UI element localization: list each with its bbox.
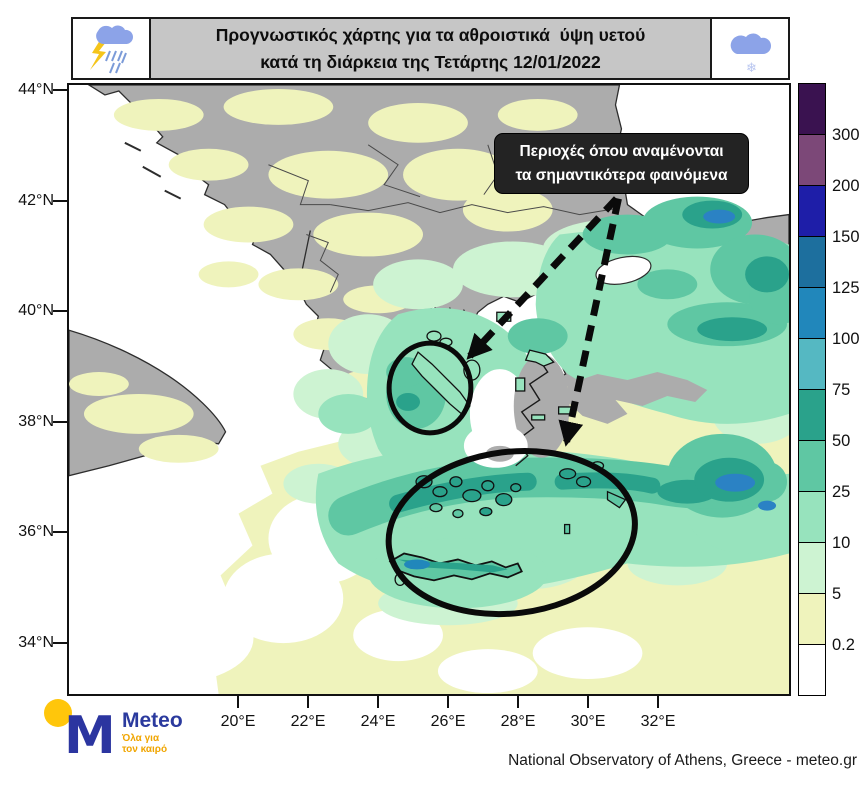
precip-yellow-patches [69,88,578,534]
lon-tick [447,695,449,708]
lon-tick [307,695,309,708]
legend-cell [798,236,826,288]
annotation-line-1: Περιοχές όπου αναμένονται [519,143,724,161]
logo-tagline-1: Όλα για [121,733,160,744]
lon-label-32e: 32°E [640,713,676,730]
legend-cell [798,338,826,390]
lon-label-24e: 24°E [360,713,396,730]
dashed-arrow-to-south-aegean [558,197,622,447]
legend-label-150: 150 [832,228,860,246]
storm-cloud-lightning-rain-icon [73,19,151,78]
legend-label-5: 5 [832,585,842,603]
precip-blue [703,209,777,511]
legend-cell [798,287,826,339]
crete [388,552,523,582]
lon-label-22e: 22°E [290,713,326,730]
lat-tick [53,89,68,91]
lat-label-42n: 42°N [18,192,54,209]
legend-label-02: 0.2 [832,636,855,654]
legend-cell [798,185,826,237]
meteo-logo: M Meteo Όλα για τον καιρό [36,696,206,766]
lon-label-28e: 28°E [500,713,536,730]
legend-label-75: 75 [832,381,851,399]
title-bar: Προγνωστικός χάρτης για τα αθροιστικά ύψ… [71,17,790,80]
logo-sun-circle [44,699,72,727]
credit-text: National Observatory of Athens, Greece -… [508,752,857,769]
legend-label-100: 100 [832,330,860,348]
map-frame [67,83,791,696]
title-line-2: κατά τη διάρκεια της Τετάρτης 12/01/2022 [260,51,601,72]
highlight-circle-evia [386,340,474,436]
snow-cloud-icon: ❄ [710,19,788,78]
annotation-line-2: τα σημαντικότερα φαινόμενα [515,166,728,184]
precipitation-color-scale [798,83,826,696]
legend-label-50: 50 [832,432,851,450]
lon-label-30e: 30°E [570,713,606,730]
lat-label-36n: 36°N [18,523,54,540]
svg-text:❄: ❄ [746,60,757,75]
legend-cell [798,593,826,645]
dashed-arrow-to-evia [466,196,620,360]
lat-tick [53,642,68,644]
lat-label-44n: 44°N [18,81,54,98]
legend-label-10: 10 [832,534,851,552]
annotation-arrows [466,196,622,447]
legend-label-25: 25 [832,483,851,501]
lon-tick [587,695,589,708]
legend-cell [798,644,826,696]
legend-label-200: 200 [832,177,860,195]
lon-tick [237,695,239,708]
sea-of-marmara [595,255,652,285]
title-line-1: Προγνωστικός χάρτης για τα αθροιστικά ύψ… [215,25,646,46]
lat-label-34n: 34°N [18,634,54,651]
lat-tick [53,310,68,312]
logo-name: Meteo [122,709,183,732]
lon-tick [517,695,519,708]
legend-cell [798,83,826,135]
legend-cell [798,389,826,441]
lon-tick [657,695,659,708]
annotation-box: Περιοχές όπου αναμένονται τα σημαντικότε… [494,133,749,194]
legend-label-300: 300 [832,126,860,144]
legend-cell [798,542,826,594]
map-title: Προγνωστικός χάρτης για τα αθροιστικά ύψ… [151,19,710,78]
logo-tagline-2: τον καιρό [122,744,167,755]
highlight-ellipse-south-aegean [385,448,638,618]
lat-label-40n: 40°N [18,302,54,319]
islands [394,311,627,587]
lat-tick [53,421,68,423]
logo-letter-m: M [64,706,116,758]
lon-tick [377,695,379,708]
legend-label-125: 125 [832,279,860,297]
dalmatian-islands [124,141,182,200]
legend-cell [798,440,826,492]
lat-tick [53,200,68,202]
legend-cell [798,134,826,186]
lat-label-38n: 38°N [18,413,54,430]
lon-label-26e: 26°E [430,713,466,730]
map-canvas [69,85,789,694]
lat-tick [53,531,68,533]
lon-label-20e: 20°E [220,713,256,730]
legend-cell [798,491,826,543]
